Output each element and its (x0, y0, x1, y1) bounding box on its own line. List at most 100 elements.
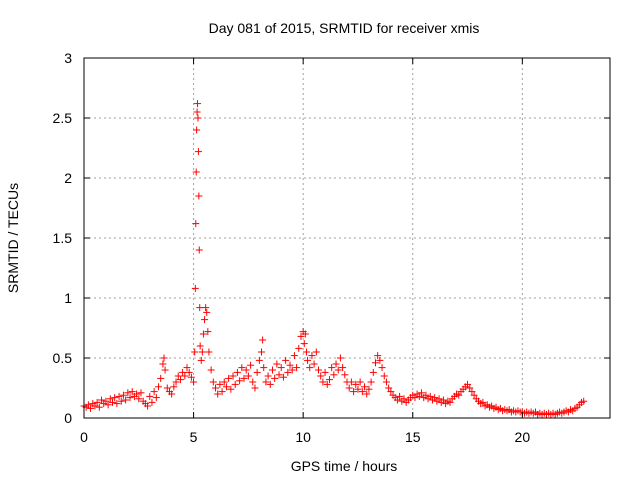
data-point (115, 392, 123, 400)
data-points (80, 100, 588, 418)
data-point (137, 389, 145, 397)
data-point (347, 378, 355, 386)
data-point (95, 403, 103, 411)
y-tick-label: 1.5 (53, 230, 73, 246)
data-point (194, 100, 202, 108)
data-point (236, 377, 244, 385)
data-point (179, 368, 187, 376)
data-point (328, 364, 336, 372)
data-point (194, 114, 202, 122)
data-point (418, 389, 426, 397)
data-point (396, 392, 404, 400)
data-point (249, 378, 257, 386)
data-point (192, 168, 200, 176)
data-point (117, 397, 125, 405)
data-point (271, 374, 279, 382)
data-point (93, 398, 101, 406)
data-point (323, 380, 331, 388)
data-point (455, 391, 463, 399)
data-point (196, 342, 204, 350)
data-point (159, 360, 167, 368)
data-point (192, 220, 200, 228)
data-point (374, 352, 382, 360)
data-point (253, 368, 261, 376)
data-point (231, 380, 239, 388)
data-point (240, 374, 248, 382)
data-point (144, 402, 152, 410)
y-tick-label: 0.5 (53, 350, 73, 366)
data-point (293, 364, 301, 372)
data-point (199, 330, 207, 338)
data-point (106, 395, 114, 403)
y-tick-label: 2 (64, 170, 72, 186)
data-point (203, 308, 211, 316)
data-point (193, 126, 201, 134)
data-point (229, 372, 237, 380)
data-point (339, 364, 347, 372)
data-point (194, 148, 202, 156)
y-tick-label: 0 (64, 410, 72, 426)
data-point (350, 388, 358, 396)
x-tick-label: 0 (80, 429, 88, 445)
data-point (104, 401, 112, 409)
data-point (201, 316, 209, 324)
data-point (308, 352, 316, 360)
data-point (354, 385, 362, 393)
data-point (197, 356, 205, 364)
data-point (295, 344, 303, 352)
data-point (220, 378, 228, 386)
data-point (146, 392, 154, 400)
data-point (124, 389, 132, 397)
data-point (108, 398, 116, 406)
data-point (376, 356, 384, 364)
data-point (119, 391, 127, 399)
data-point (187, 373, 195, 381)
data-point (363, 390, 371, 398)
data-point (580, 397, 588, 405)
data-point (195, 192, 203, 200)
data-point (277, 364, 285, 372)
data-point (222, 383, 230, 391)
data-point (439, 396, 447, 404)
data-point (479, 398, 487, 406)
data-point (202, 304, 210, 312)
data-point (183, 364, 191, 372)
data-point (279, 373, 287, 381)
data-point (356, 378, 364, 386)
data-point (273, 360, 281, 368)
data-point (212, 384, 219, 392)
data-point (317, 372, 325, 380)
data-point (325, 376, 333, 384)
data-point (411, 394, 419, 402)
data-point (330, 371, 338, 379)
data-point (282, 356, 290, 364)
data-point (111, 394, 119, 402)
data-point (382, 378, 390, 386)
data-point (196, 304, 204, 312)
data-point (319, 378, 327, 386)
data-point (268, 366, 276, 374)
data-point (312, 348, 320, 356)
data-point (227, 385, 235, 393)
data-point (247, 361, 255, 369)
data-point (304, 356, 312, 364)
x-tick-label: 5 (190, 429, 198, 445)
data-point (464, 380, 472, 388)
data-point (218, 388, 226, 396)
data-point (214, 390, 222, 398)
data-point (126, 394, 134, 402)
data-point (163, 384, 171, 392)
x-tick-label: 15 (405, 429, 421, 445)
y-axis-label: SRMTID / TECUs (5, 183, 21, 293)
data-point (128, 388, 136, 396)
data-point (135, 395, 143, 403)
data-point (378, 364, 386, 372)
data-point (84, 401, 92, 409)
data-point (422, 391, 430, 399)
data-point (431, 394, 439, 402)
y-tick-label: 1 (64, 290, 72, 306)
data-point (251, 384, 259, 392)
data-point (260, 364, 268, 372)
data-point (195, 246, 203, 254)
